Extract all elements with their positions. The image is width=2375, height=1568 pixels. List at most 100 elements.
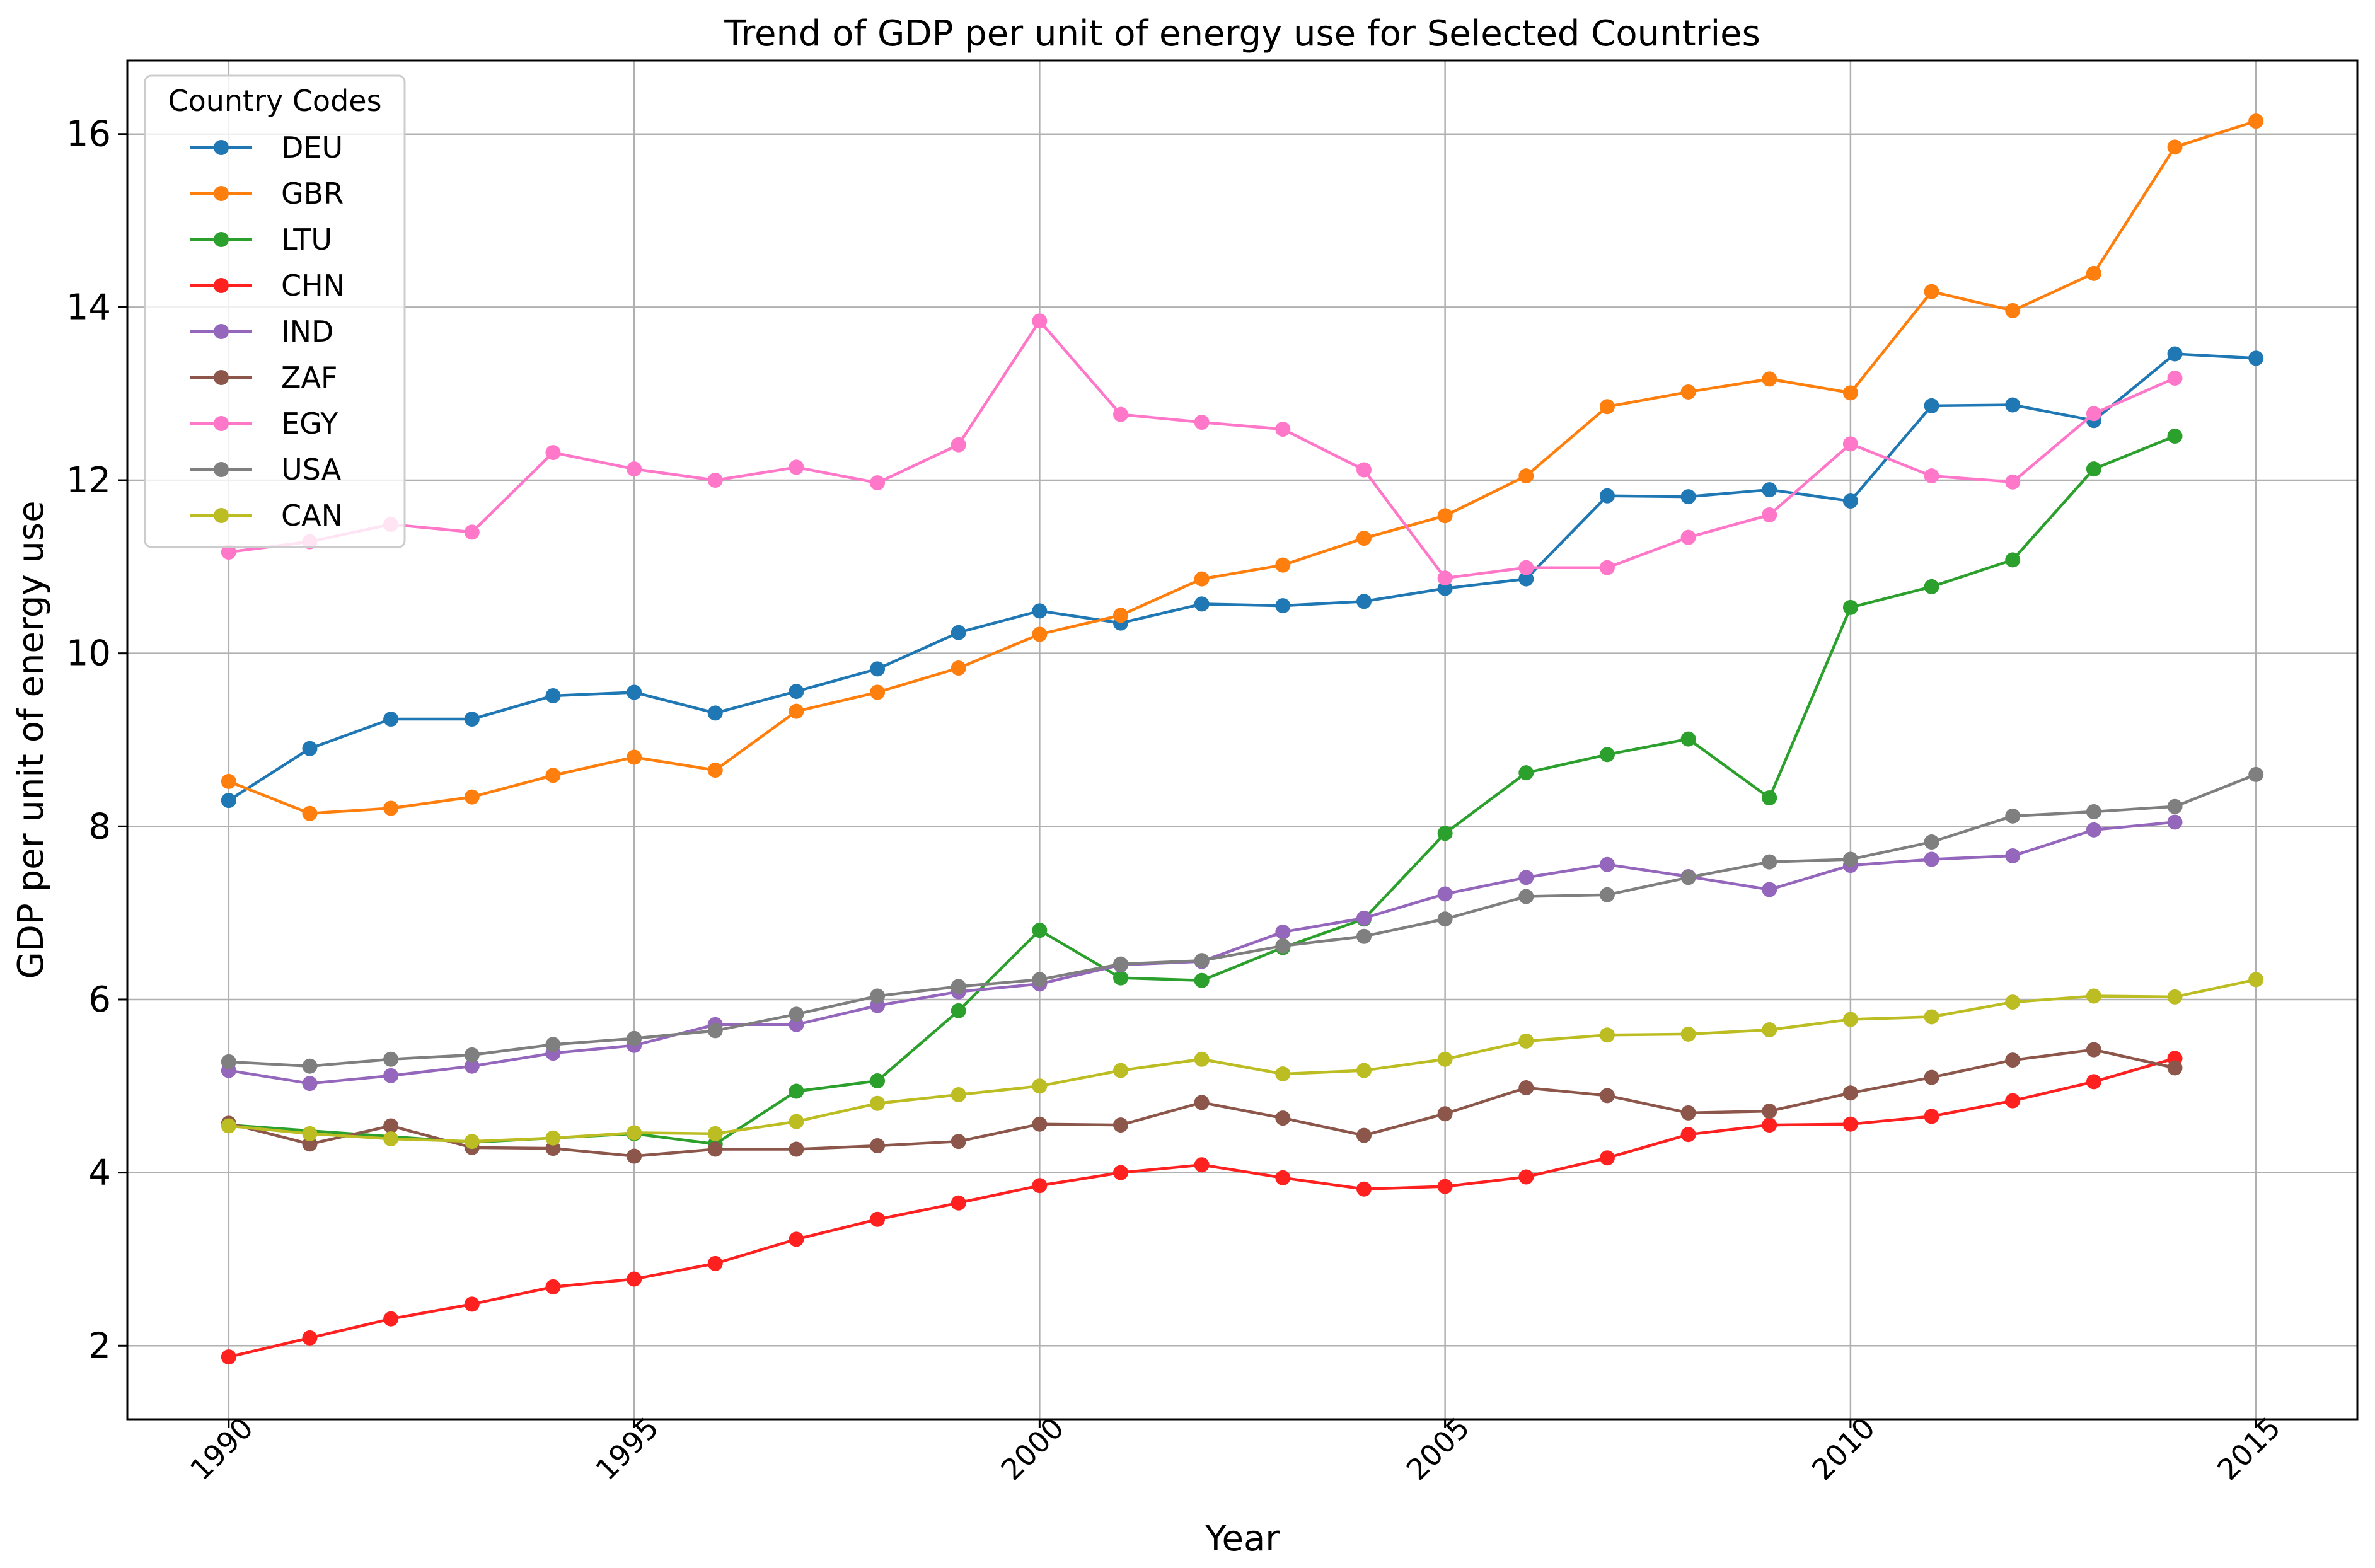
series-line-ltu xyxy=(228,434,2176,1146)
data-point xyxy=(302,1076,318,1092)
y-tick-label: 12 xyxy=(66,460,111,501)
data-point xyxy=(2086,265,2101,281)
data-point xyxy=(464,712,480,727)
data-point xyxy=(1356,594,1372,609)
legend-entries: DEU GBR LTU CHN IND ZAF EGY USA CAN xyxy=(190,130,345,533)
data-point xyxy=(1924,851,1939,867)
data-point xyxy=(1194,415,1210,430)
data-point xyxy=(1275,598,1291,614)
legend-entry-zaf: ZAF xyxy=(190,360,337,395)
data-point xyxy=(2086,822,2101,838)
data-point xyxy=(2005,994,2021,1010)
data-point xyxy=(627,1030,642,1046)
data-point xyxy=(464,1296,480,1312)
data-point xyxy=(221,1054,236,1069)
data-point xyxy=(1032,1116,1048,1132)
data-point xyxy=(707,1126,723,1141)
data-point xyxy=(2005,397,2021,413)
legend-entry-gbr: GBR xyxy=(190,176,344,210)
data-point xyxy=(1680,529,1696,545)
data-point xyxy=(1194,1095,1210,1110)
data-point xyxy=(1762,1022,1777,1038)
data-point xyxy=(1518,468,1534,484)
data-point xyxy=(1275,1066,1291,1082)
legend-marker xyxy=(214,508,229,523)
data-point xyxy=(2005,474,2021,490)
data-point xyxy=(1356,1063,1372,1078)
data-point xyxy=(1924,579,1939,594)
data-point xyxy=(1842,1012,1858,1027)
data-point xyxy=(870,684,886,700)
data-point xyxy=(545,688,561,703)
data-point xyxy=(627,1148,642,1164)
legend-marker xyxy=(214,186,229,201)
data-point xyxy=(2167,428,2183,444)
grid-lines xyxy=(127,61,2357,1419)
data-point xyxy=(302,1136,318,1152)
data-point xyxy=(1762,482,1777,498)
data-point xyxy=(2167,1060,2183,1076)
data-point xyxy=(1680,870,1696,885)
data-point xyxy=(1680,384,1696,400)
series-line-can xyxy=(228,978,2257,1143)
data-point xyxy=(789,459,804,475)
data-point xyxy=(1762,854,1777,870)
data-point xyxy=(1762,790,1777,806)
data-point xyxy=(1842,436,1858,452)
data-point xyxy=(464,1058,480,1074)
data-point xyxy=(302,1058,318,1074)
data-point xyxy=(302,1126,318,1141)
data-point xyxy=(707,1023,723,1039)
data-point xyxy=(1437,1179,1453,1194)
data-point xyxy=(1518,1169,1534,1185)
series-ltu xyxy=(221,428,2183,1152)
data-point xyxy=(1275,938,1291,954)
data-point xyxy=(870,1095,886,1111)
data-point xyxy=(1680,1127,1696,1143)
data-point xyxy=(789,1231,804,1247)
data-point xyxy=(1842,851,1858,867)
data-point xyxy=(870,1211,886,1227)
data-point xyxy=(383,800,399,816)
legend-label: DEU xyxy=(281,130,343,164)
data-point xyxy=(789,703,804,719)
data-point xyxy=(1113,1063,1129,1078)
legend-label: IND xyxy=(281,314,333,349)
series-line-gbr xyxy=(228,119,2257,815)
data-point xyxy=(1437,508,1453,524)
series-can xyxy=(221,972,2264,1150)
data-point xyxy=(221,1349,236,1365)
data-point xyxy=(1032,972,1048,988)
data-point xyxy=(2248,972,2264,988)
y-tick-label: 4 xyxy=(88,1153,111,1194)
data-point xyxy=(1356,531,1372,546)
data-point xyxy=(2248,766,2264,782)
legend-entry-egy: EGY xyxy=(190,406,338,441)
series-usa xyxy=(221,766,2264,1074)
legend-marker xyxy=(214,416,229,431)
y-tick-label: 6 xyxy=(88,979,111,1020)
data-point xyxy=(1680,731,1696,747)
data-point xyxy=(1599,560,1615,575)
legend-marker xyxy=(214,462,229,477)
data-point xyxy=(2086,461,2101,477)
data-point xyxy=(464,524,480,540)
data-point xyxy=(1356,928,1372,944)
legend-marker xyxy=(214,278,229,293)
series-layer xyxy=(221,113,2264,1365)
data-point xyxy=(1356,462,1372,478)
data-point xyxy=(951,979,966,994)
data-point xyxy=(545,1279,561,1294)
data-point xyxy=(1599,1027,1615,1043)
legend-entry-ltu: LTU xyxy=(190,222,332,257)
data-point xyxy=(1032,313,1048,329)
legend-marker xyxy=(214,370,229,385)
data-point xyxy=(1924,468,1939,484)
data-point xyxy=(2086,804,2101,819)
data-point xyxy=(1437,826,1453,841)
data-point xyxy=(789,1141,804,1157)
data-point xyxy=(464,789,480,805)
data-point xyxy=(1762,1117,1777,1133)
data-point xyxy=(1842,1085,1858,1101)
data-point xyxy=(1113,608,1129,623)
